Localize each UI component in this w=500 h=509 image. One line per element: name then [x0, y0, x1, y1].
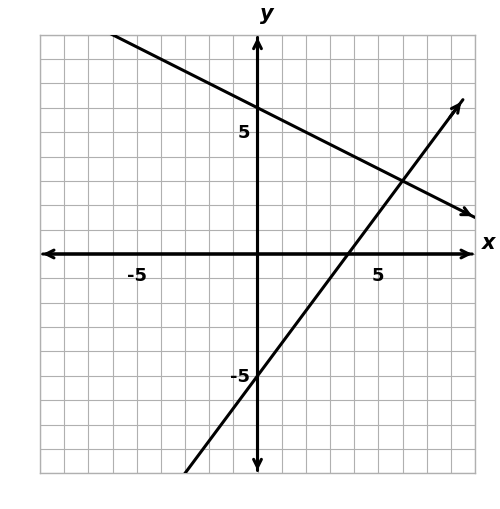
Text: y: y	[260, 4, 274, 23]
Text: x: x	[482, 233, 496, 252]
Text: 5: 5	[372, 267, 384, 285]
Text: -5: -5	[126, 267, 146, 285]
Text: -5: -5	[230, 367, 250, 385]
Text: 5: 5	[238, 124, 250, 142]
